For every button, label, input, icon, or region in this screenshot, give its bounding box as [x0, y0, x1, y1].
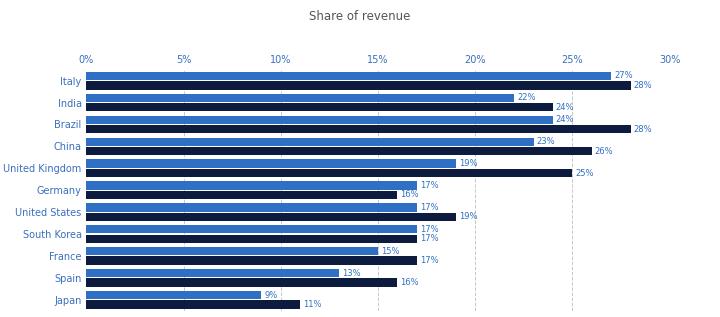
Bar — [86, 72, 611, 80]
Bar — [86, 191, 397, 199]
Text: 16%: 16% — [400, 278, 419, 287]
Bar — [86, 291, 261, 299]
Bar — [86, 116, 553, 124]
Bar — [86, 203, 417, 211]
Bar — [86, 278, 397, 287]
Text: 26%: 26% — [595, 146, 613, 156]
Text: 24%: 24% — [556, 103, 575, 112]
Text: Share of revenue: Share of revenue — [310, 10, 410, 23]
Text: 11%: 11% — [303, 300, 322, 309]
Bar — [86, 103, 553, 112]
Text: 17%: 17% — [420, 225, 438, 234]
Text: 17%: 17% — [420, 181, 438, 190]
Bar — [86, 269, 339, 277]
Bar — [86, 300, 300, 308]
Text: 9%: 9% — [264, 290, 277, 300]
Bar — [86, 213, 456, 221]
Bar — [86, 125, 631, 133]
Text: 15%: 15% — [381, 247, 400, 256]
Text: 27%: 27% — [614, 71, 633, 81]
Text: 17%: 17% — [420, 203, 438, 212]
Bar — [86, 81, 631, 90]
Bar — [86, 235, 417, 243]
Text: 23%: 23% — [536, 137, 555, 146]
Bar — [86, 147, 592, 155]
Text: 28%: 28% — [634, 125, 652, 134]
Bar — [86, 94, 514, 102]
Text: 22%: 22% — [517, 94, 536, 102]
Bar — [86, 169, 572, 177]
Text: 16%: 16% — [400, 191, 419, 199]
Bar — [86, 247, 378, 256]
Text: 17%: 17% — [420, 234, 438, 243]
Text: 24%: 24% — [556, 115, 575, 124]
Text: 19%: 19% — [459, 212, 477, 221]
Text: 25%: 25% — [575, 169, 594, 178]
Text: 13%: 13% — [342, 268, 361, 278]
Bar — [86, 225, 417, 233]
Bar — [86, 138, 534, 146]
Bar — [86, 159, 456, 168]
Text: 17%: 17% — [420, 256, 438, 265]
Text: 19%: 19% — [459, 159, 477, 168]
Text: 28%: 28% — [634, 81, 652, 90]
Bar — [86, 256, 417, 265]
Bar — [86, 181, 417, 190]
